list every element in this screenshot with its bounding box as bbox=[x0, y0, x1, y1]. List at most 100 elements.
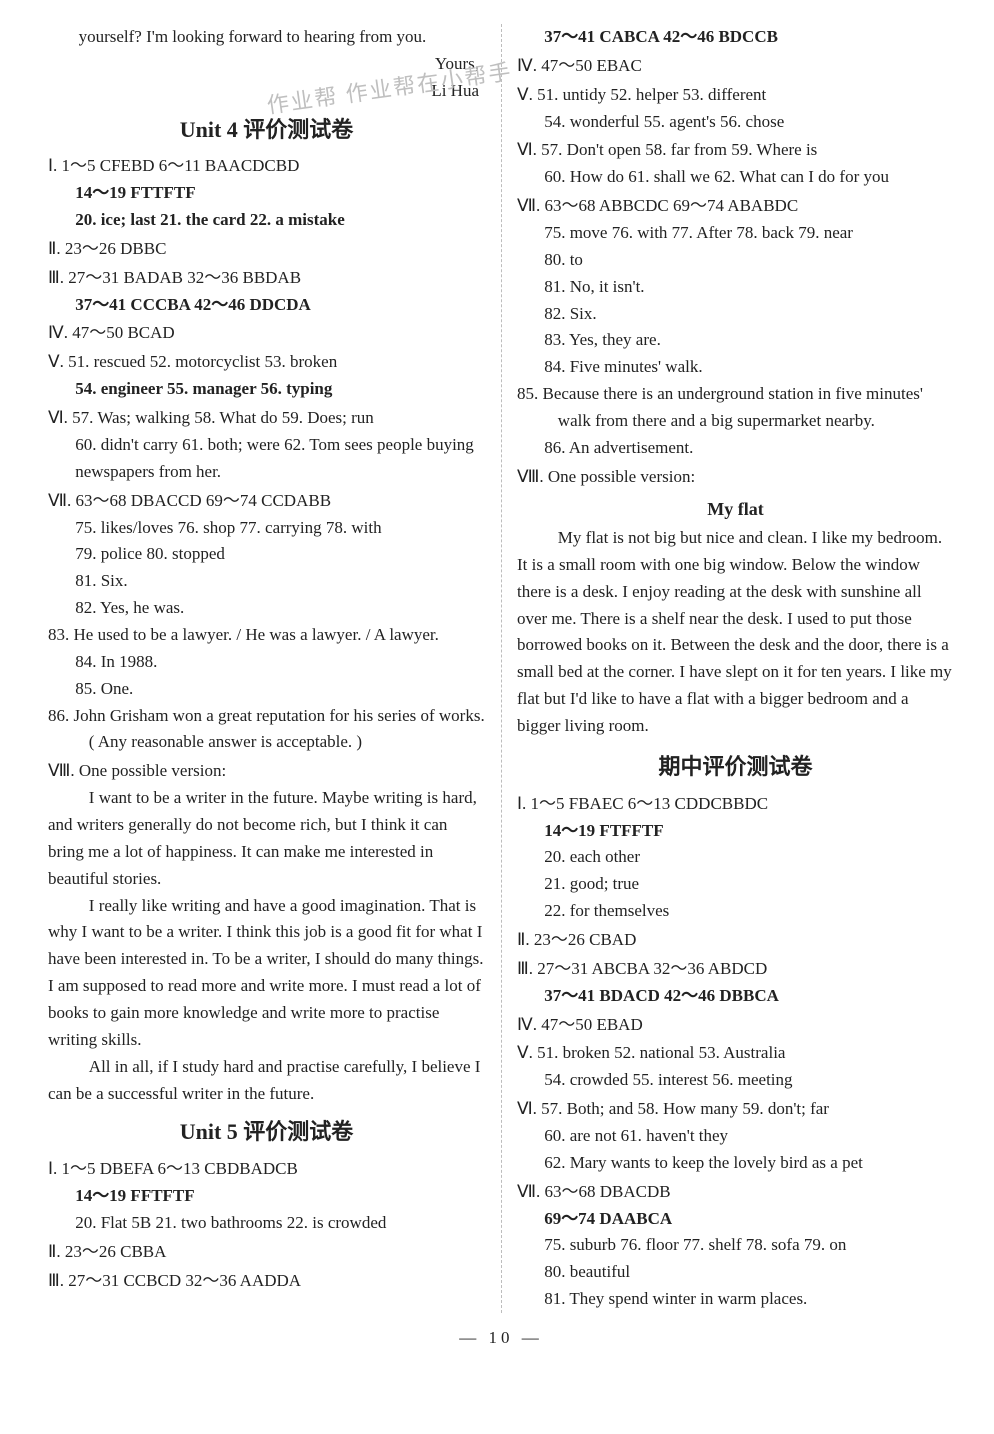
answer-line: 14～19 FTFFTF bbox=[517, 818, 954, 845]
u4-section-III: Ⅲ. 27～31 BADAB 32～36 BBDAB 37～41 CCCBA 4… bbox=[48, 265, 485, 319]
essay-paragraph: I really like writing and have a good im… bbox=[48, 893, 485, 1054]
answer-line: 85. Because there is an underground stat… bbox=[517, 381, 954, 435]
answer-line: 60. didn't carry 61. both; were 62. Tom … bbox=[48, 432, 485, 486]
answer-text: 20. each other bbox=[544, 847, 640, 866]
mid-section-IV: Ⅳ. 47～50 EBAD bbox=[517, 1012, 954, 1039]
answer-text: 84. In 1988. bbox=[75, 652, 157, 671]
u5-section-I: Ⅰ. 1～5 DBEFA 6～13 CBDBADCB 14～19 FFTFTF … bbox=[48, 1156, 485, 1237]
answer-text: Ⅲ. 27～31 ABCBA 32～36 ABDCD bbox=[517, 959, 767, 978]
u5-section-IV: Ⅳ. 47～50 EBAC bbox=[517, 53, 954, 80]
answer-line: 86. John Grisham won a great reputation … bbox=[48, 703, 485, 757]
answer-text: Ⅰ. 1～5 CFEBD 6～11 BAACDCBD bbox=[48, 156, 299, 175]
answer-text: 85. One. bbox=[75, 679, 133, 698]
answer-line: 54. crowded 55. interest 56. meeting bbox=[517, 1067, 954, 1094]
unit5-title: Unit 5 评价测试卷 bbox=[48, 1115, 485, 1150]
essay-paragraph: My flat is not big but nice and clean. I… bbox=[517, 525, 954, 740]
answer-line: Ⅶ. 63～68 ABBCDC 69～74 ABABDC bbox=[517, 193, 954, 220]
answer-line: 20. Flat 5B 21. two bathrooms 22. is cro… bbox=[48, 1210, 485, 1237]
answer-line: Ⅲ. 27～31 CCBCD 32～36 AADDA bbox=[48, 1268, 485, 1295]
answer-line: 37～41 CABCA 42～46 BDCCB bbox=[517, 24, 954, 51]
answer-text: Ⅷ. One possible version: bbox=[517, 467, 695, 486]
mid-section-VII: Ⅶ. 63～68 DBACDB 69～74 DAABCA 75. suburb … bbox=[517, 1179, 954, 1313]
mid-section-III: Ⅲ. 27～31 ABCBA 32～36 ABDCD 37～41 BDACD 4… bbox=[517, 956, 954, 1010]
answer-text: 80. to bbox=[544, 250, 583, 269]
answer-line: 75. move 76. with 77. After 78. back 79.… bbox=[517, 220, 954, 247]
answer-line: Ⅲ. 27～31 BADAB 32～36 BBDAB bbox=[48, 265, 485, 292]
answer-text: Ⅵ. 57. Was; walking 58. What do 59. Does… bbox=[48, 408, 374, 427]
answer-text: 54. wonderful 55. agent's 56. chose bbox=[544, 112, 784, 131]
u4-section-I: Ⅰ. 1～5 CFEBD 6～11 BAACDCBD 14～19 FTTFTF … bbox=[48, 153, 485, 234]
answer-line: Ⅶ. 63～68 DBACDB bbox=[517, 1179, 954, 1206]
answer-line: 85. One. bbox=[48, 676, 485, 703]
answer-line: 14～19 FFTFTF bbox=[48, 1183, 485, 1210]
page-container: 作业帮 作业帮在小帮手 yourself? I'm looking forwar… bbox=[0, 0, 994, 1434]
answer-text: 85. Because there is an underground stat… bbox=[517, 384, 923, 430]
answer-text: 83. Yes, they are. bbox=[544, 330, 661, 349]
answer-text: 86. An advertisement. bbox=[544, 438, 693, 457]
answer-line: 37～41 BDACD 42～46 DBBCA bbox=[517, 983, 954, 1010]
answer-line: 81. No, it isn't. bbox=[517, 274, 954, 301]
answer-line: Ⅵ. 57. Was; walking 58. What do 59. Does… bbox=[48, 405, 485, 432]
u5-section-VII: Ⅶ. 63～68 ABBCDC 69～74 ABABDC 75. move 76… bbox=[517, 193, 954, 462]
answer-line: 60. are not 61. haven't they bbox=[517, 1123, 954, 1150]
answer-line: 54. wonderful 55. agent's 56. chose bbox=[517, 109, 954, 136]
answer-line: 14～19 FTTFTF bbox=[48, 180, 485, 207]
answer-line: 69～74 DAABCA bbox=[517, 1206, 954, 1233]
answer-line: 20. each other bbox=[517, 844, 954, 871]
answer-line: 80. beautiful bbox=[517, 1259, 954, 1286]
answer-line: 86. An advertisement. bbox=[517, 435, 954, 462]
answer-text: Ⅱ. 23～26 DBBC bbox=[48, 239, 166, 258]
answer-line: 75. suburb 76. floor 77. shelf 78. sofa … bbox=[517, 1232, 954, 1259]
u5-section-II: Ⅱ. 23～26 CBBA bbox=[48, 1239, 485, 1266]
answer-text: 60. How do 61. shall we 62. What can I d… bbox=[544, 167, 889, 186]
u4-section-IV: Ⅳ. 47～50 BCAD bbox=[48, 320, 485, 347]
u4-section-II: Ⅱ. 23～26 DBBC bbox=[48, 236, 485, 263]
mid-section-I: Ⅰ. 1～5 FBAEC 6～13 CDDCBBDC 14～19 FTFFTF … bbox=[517, 791, 954, 925]
answer-text: Ⅳ. 47～50 EBAD bbox=[517, 1015, 643, 1034]
answer-text: 60. didn't carry 61. both; were 62. Tom … bbox=[75, 435, 474, 481]
answer-line: 82. Six. bbox=[517, 301, 954, 328]
answer-line: 80. to bbox=[517, 247, 954, 274]
answer-text: 22. for themselves bbox=[544, 901, 669, 920]
u4-section-VI: Ⅵ. 57. Was; walking 58. What do 59. Does… bbox=[48, 405, 485, 486]
answer-text: 20. ice; last 21. the card 22. a mistake bbox=[75, 210, 345, 229]
mid-section-II: Ⅱ. 23～26 CBAD bbox=[517, 927, 954, 954]
answer-line: 81. Six. bbox=[48, 568, 485, 595]
answer-text: 82. Six. bbox=[544, 304, 596, 323]
midterm-title: 期中评价测试卷 bbox=[517, 750, 954, 785]
answer-text: Ⅳ. 47～50 BCAD bbox=[48, 323, 175, 342]
answer-text: Ⅶ. 63～68 DBACCD 69～74 CCDABB bbox=[48, 491, 331, 510]
answer-text: Ⅴ. 51. untidy 52. helper 53. different bbox=[517, 85, 766, 104]
answer-line: 62. Mary wants to keep the lovely bird a… bbox=[517, 1150, 954, 1177]
answer-text: 21. good; true bbox=[544, 874, 639, 893]
answer-text: 84. Five minutes' walk. bbox=[544, 357, 702, 376]
answer-line: 22. for themselves bbox=[517, 898, 954, 925]
essay-paragraph: I want to be a writer in the future. May… bbox=[48, 785, 485, 892]
answer-line: 20. ice; last 21. the card 22. a mistake bbox=[48, 207, 485, 234]
mid-section-VI: Ⅵ. 57. Both; and 58. How many 59. don't;… bbox=[517, 1096, 954, 1177]
answer-text: 81. Six. bbox=[75, 571, 127, 590]
answer-text: 54. crowded 55. interest 56. meeting bbox=[544, 1070, 792, 1089]
answer-line: Ⅲ. 27～31 ABCBA 32～36 ABDCD bbox=[517, 956, 954, 983]
answer-line: 81. They spend winter in warm places. bbox=[517, 1286, 954, 1313]
answer-line: Ⅴ. 51. untidy 52. helper 53. different bbox=[517, 82, 954, 109]
answer-text: Ⅰ. 1～5 DBEFA 6～13 CBDBADCB bbox=[48, 1159, 298, 1178]
answer-line: 83. He used to be a lawyer. / He was a l… bbox=[48, 622, 485, 649]
answer-line: Ⅵ. 57. Both; and 58. How many 59. don't;… bbox=[517, 1096, 954, 1123]
answer-text: Ⅶ. 63～68 ABBCDC 69～74 ABABDC bbox=[517, 196, 798, 215]
answer-text: 75. move 76. with 77. After 78. back 79.… bbox=[544, 223, 853, 242]
answer-line: Ⅶ. 63～68 DBACCD 69～74 CCDABB bbox=[48, 488, 485, 515]
answer-text: Ⅴ. 51. rescued 52. motorcyclist 53. brok… bbox=[48, 352, 337, 371]
answer-text: 60. are not 61. haven't they bbox=[544, 1126, 728, 1145]
answer-line: Ⅰ. 1～5 DBEFA 6～13 CBDBADCB bbox=[48, 1156, 485, 1183]
essay-title: My flat bbox=[517, 495, 954, 523]
answer-line: Ⅴ. 51. broken 52. national 53. Australia bbox=[517, 1040, 954, 1067]
answer-line: 84. In 1988. bbox=[48, 649, 485, 676]
answer-line: 60. How do 61. shall we 62. What can I d… bbox=[517, 164, 954, 191]
answer-text: 62. Mary wants to keep the lovely bird a… bbox=[544, 1153, 863, 1172]
answer-line: 82. Yes, he was. bbox=[48, 595, 485, 622]
mid-section-V: Ⅴ. 51. broken 52. national 53. Australia… bbox=[517, 1040, 954, 1094]
answer-text: 81. They spend winter in warm places. bbox=[544, 1289, 807, 1308]
answer-text: 79. police 80. stopped bbox=[75, 544, 225, 563]
answer-line: 21. good; true bbox=[517, 871, 954, 898]
